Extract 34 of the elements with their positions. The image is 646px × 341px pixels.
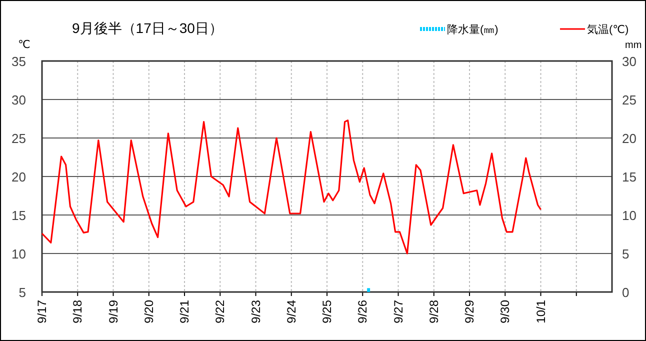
x-tick-label: 9/20	[142, 300, 156, 324]
x-tick-label: 9/26	[356, 300, 370, 324]
y-tick-label: 10	[12, 246, 26, 262]
y-tick-label: 35	[12, 54, 26, 69]
x-tick-label: 9/22	[213, 300, 228, 324]
y-axis-title: ℃	[18, 39, 30, 51]
x-tick-label: 9/18	[70, 300, 85, 324]
x-tick-label: 9/29	[462, 300, 476, 324]
x-tick-label: 9/25	[320, 300, 334, 324]
legend-label: 気温(℃)	[587, 24, 629, 36]
y2-tick-label: 25	[622, 92, 636, 108]
x-tick-label: 9/28	[426, 300, 441, 324]
y2-tick-label: 30	[622, 54, 636, 69]
x-tick-label: 9/23	[248, 300, 263, 324]
y2-tick-label: 20	[622, 131, 636, 146]
x-tick-label: 9/24	[284, 300, 298, 324]
chart-title: 9月後半（17日～30日）	[72, 20, 223, 36]
x-tick-label: 9/27	[391, 300, 406, 324]
y-tick-label: 25	[12, 131, 26, 146]
x-tick-label: 10/1	[534, 300, 548, 324]
y2-axis-title: mm	[625, 40, 642, 51]
y2-tick-label: 10	[622, 208, 636, 223]
x-tick-label: 9/17	[35, 300, 49, 324]
x-tick-label: 9/30	[498, 300, 512, 324]
x-tick-label: 9/21	[178, 300, 192, 324]
x-tick-label: 9/19	[106, 300, 120, 324]
legend-label: 降水量(㎜)	[447, 23, 498, 36]
y2-tick-label: 15	[622, 170, 636, 184]
y-tick-label: 30	[12, 92, 26, 108]
y-tick-label: 5	[18, 285, 26, 300]
y2-tick-label: 5	[622, 246, 630, 262]
y-tick-label: 15	[12, 208, 26, 223]
y-tick-label: 20	[12, 170, 26, 184]
y2-tick-label: 0	[622, 285, 630, 300]
